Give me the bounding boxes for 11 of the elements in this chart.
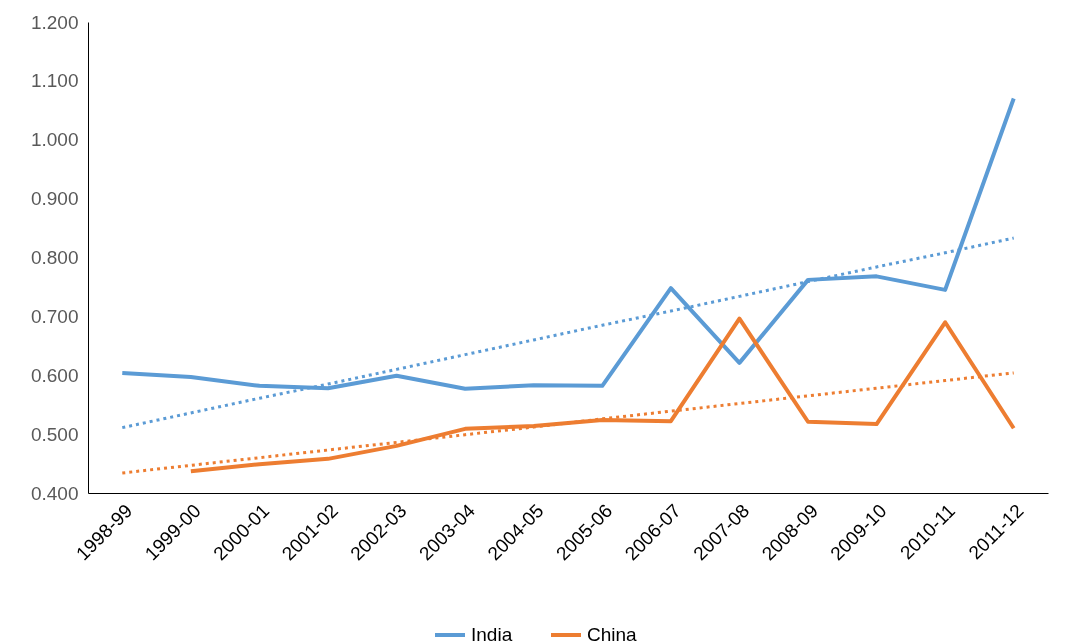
y-tick-label: 0.600 (30, 364, 79, 386)
y-tick-label: 0.500 (30, 423, 79, 445)
y-tick-label: 0.900 (30, 188, 79, 210)
y-tick-label: 0.800 (30, 247, 79, 268)
legend-label: China (587, 624, 638, 642)
y-tick-label: 1.100 (30, 70, 79, 92)
legend-label: India (471, 624, 513, 642)
y-tick-label: 0.700 (30, 305, 79, 327)
y-tick-label: 0.400 (30, 482, 79, 504)
y-tick-label: 1.200 (30, 11, 79, 33)
y-tick-label: 1.000 (30, 129, 79, 151)
